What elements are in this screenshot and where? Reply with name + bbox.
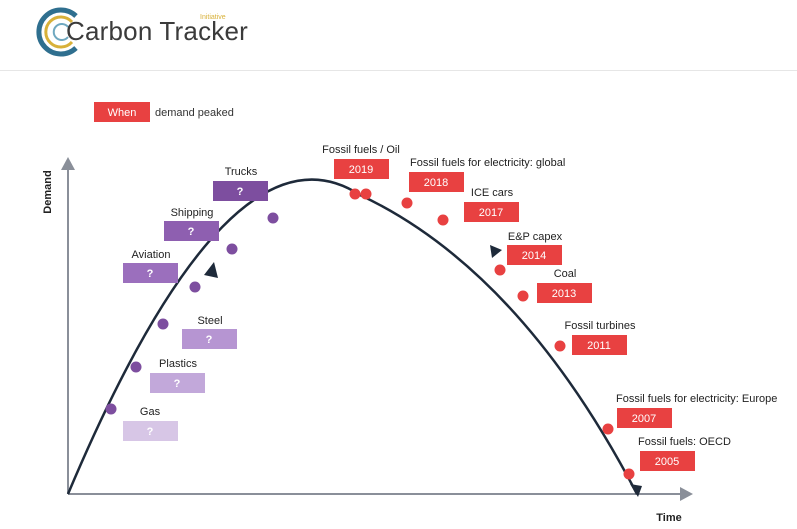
header-bar: Carbon Tracker Initiative [0,0,797,71]
peaked-item-box [537,283,592,303]
curve-arrow-end-icon [630,484,642,497]
rising-item-box [213,181,268,201]
rising-item-label: ? [188,226,195,238]
rising-item-name: Trucks [225,166,258,178]
logo-text: Carbon Tracker [66,16,248,46]
rising-dot [267,212,279,224]
peaked-item-name: Fossil fuels for electricity: Europe [616,393,777,405]
rising-dot [157,318,169,330]
peaked-item-box [409,172,464,192]
peaked-dot [623,468,635,480]
peaked-item-coal: Coal 2013 [537,268,592,303]
legend-text: demand peaked [155,107,234,119]
peaked-item-name: Fossil fuels: OECD [638,436,731,448]
rising-item-box [123,263,178,283]
peaked-dot [494,264,506,276]
rising-dot [105,403,117,415]
peaked-item-box [572,335,627,355]
peaked-item-electricity-europe: Fossil fuels for electricity: Europe 200… [616,393,777,428]
legend-swatch-label: When [108,107,137,119]
rising-item-name: Steel [197,315,222,327]
demand-curve [66,178,639,495]
carbon-tracker-logo-icon [36,7,78,57]
rising-dot [130,361,142,373]
peaked-item-name: Fossil fuels for electricity: global [410,157,565,169]
peaked-dot [554,340,566,352]
rising-item-label: ? [237,186,244,198]
rising-item-name: Aviation [132,249,171,261]
peaked-item-oil: Fossil fuels / Oil 2019 [322,144,400,179]
rising-item-name: Plastics [159,358,197,370]
rising-item-trucks: Trucks ? [213,166,268,201]
rising-item-label: ? [206,334,213,346]
rising-item-name: Shipping [171,207,214,219]
rising-item-box [182,329,237,349]
rising-item-label: ? [147,426,154,438]
peaked-item-year: 2013 [552,288,576,300]
logo-subtext: Initiative [200,14,226,21]
rising-item-box [164,221,219,241]
peaked-item-year: 2014 [522,250,546,262]
peaked-item-year: 2018 [424,177,448,189]
rising-item-label: ? [147,268,154,280]
peaked-item-fossil-turbines: Fossil turbines 2011 [565,320,636,355]
peaked-item-name: Coal [554,268,577,280]
rising-item-aviation: Aviation ? [123,249,178,283]
peaked-item-box [507,245,562,265]
peaked-item-name: ICE cars [471,187,514,199]
peaked-item-year: 2005 [655,456,679,468]
rising-item-box [123,421,178,441]
x-axis-label: Time [656,512,681,524]
peaked-item-year: 2011 [587,340,611,352]
rising-item-box [150,373,205,393]
peaked-dot [349,188,361,200]
peaked-item-box [464,202,519,222]
rising-item-shipping: Shipping ? [164,207,219,241]
peaked-dot [602,423,614,435]
peaked-item-year: 2019 [349,164,373,176]
peaked-item-name: Fossil fuels / Oil [322,144,400,156]
peaked-item-name: Fossil turbines [565,320,636,332]
curve-arrow-rising-icon [204,262,218,278]
rising-dot [189,281,201,293]
rising-item-label: ? [174,378,181,390]
peaked-dot [517,290,529,302]
peaked-item-ice-cars: ICE cars 2017 [464,187,519,222]
rising-item-plastics: Plastics ? [150,358,205,393]
peaked-dot [360,188,372,200]
rising-item-steel: Steel ? [182,315,237,349]
peaked-item-box [617,408,672,428]
y-axis-arrow [61,157,75,170]
peaked-item-year: 2017 [479,207,503,219]
peaked-item-year: 2007 [632,413,656,425]
peaked-dot [401,197,413,209]
rising-item-gas: Gas ? [123,406,178,441]
peaked-item-box [334,159,389,179]
y-axis-label: Demand [42,170,54,213]
peaked-dot [437,214,449,226]
peaked-item-box [640,451,695,471]
peaked-item-ep-capex: E&P capex 2014 [507,231,563,265]
peaked-item-name: E&P capex [508,231,563,243]
x-axis-arrow [680,487,693,501]
peaked-item-electricity-global: Fossil fuels for electricity: global 201… [409,157,565,192]
legend-swatch [94,102,150,122]
rising-item-name: Gas [140,406,161,418]
peaked-item-oecd: Fossil fuels: OECD 2005 [638,436,731,471]
curve-arrow-falling-icon [490,245,502,258]
rising-dot [226,243,238,255]
